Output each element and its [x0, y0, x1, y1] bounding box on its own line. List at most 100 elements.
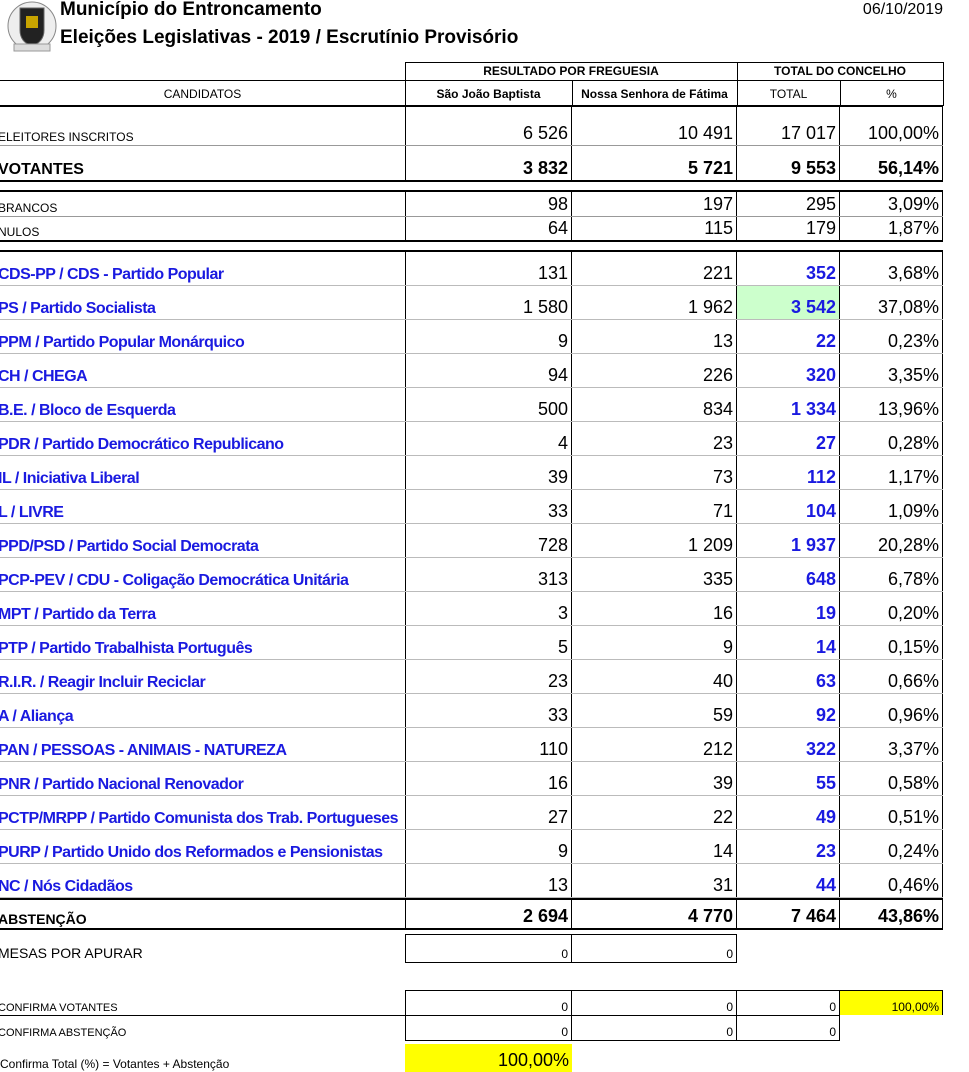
rule: [0, 727, 943, 728]
value-cell: 0,20%: [840, 592, 943, 625]
column-header: CANDIDATOS: [163, 86, 242, 101]
value-cell: 40: [572, 660, 737, 693]
value-cell: 0: [737, 991, 840, 1015]
value-cell: 23: [737, 830, 840, 863]
rule: [405, 62, 406, 106]
rule: [0, 489, 943, 490]
rule: [0, 353, 943, 354]
value-cell: 6 526: [405, 107, 572, 145]
value-cell: 1,17%: [840, 456, 943, 489]
value-cell: 49: [737, 796, 840, 829]
value-cell: 0,28%: [840, 422, 943, 455]
rule: [0, 591, 943, 592]
row-label: ELEITORES INSCRITOS: [0, 130, 134, 144]
row-label: B.E. / Bloco de Esquerda: [0, 402, 176, 419]
value-cell: 5: [405, 626, 572, 659]
value-cell: 9: [572, 626, 737, 659]
value-cell: 3 832: [405, 146, 572, 180]
row-label: CONFIRMA ABSTENÇÃO: [0, 1027, 127, 1039]
rule: [0, 105, 943, 107]
value-cell: 110: [405, 728, 572, 761]
value-cell: 64: [405, 217, 572, 240]
value-cell: 221: [572, 252, 737, 285]
row-label: PPD/PSD / Partido Social Democrata: [0, 538, 259, 555]
row-label: PPM / Partido Popular Monárquico: [0, 334, 245, 351]
value-cell: 179: [737, 217, 840, 240]
value-cell: 5 721: [572, 146, 737, 180]
value-cell: 0: [405, 935, 572, 962]
value-cell: 55: [737, 762, 840, 795]
value-cell: 112: [737, 456, 840, 489]
value-cell: 9 553: [737, 146, 840, 180]
value-cell: 63: [737, 660, 840, 693]
value-cell: 1 209: [572, 524, 737, 557]
row-label: PTP / Partido Trabalhista Português: [0, 640, 253, 657]
value-cell: 100,00%: [405, 1044, 572, 1072]
value-cell: 23: [572, 422, 737, 455]
rule: [0, 863, 943, 864]
value-cell: 10 491: [572, 107, 737, 145]
rule: [0, 898, 943, 900]
row-label: IL / Iniciativa Liberal: [0, 470, 140, 487]
value-cell: 17 017: [737, 107, 840, 145]
value-cell: 313: [405, 558, 572, 591]
value-cell: 1,87%: [840, 217, 943, 240]
rule: [0, 216, 943, 217]
row-label: PCTP/MRPP / Partido Comunista dos Trab. …: [0, 810, 399, 827]
value-cell: 2 694: [405, 900, 572, 928]
value-cell: 56,14%: [840, 146, 943, 180]
value-cell: 39: [572, 762, 737, 795]
value-cell: 295: [737, 192, 840, 216]
value-cell: 212: [572, 728, 737, 761]
rule: [405, 990, 943, 991]
value-cell: 4: [405, 422, 572, 455]
rule: [405, 1040, 840, 1041]
value-cell: 0: [405, 991, 572, 1015]
rule: [405, 934, 737, 935]
rule: [0, 319, 943, 320]
rule: [0, 829, 943, 830]
value-cell: 39: [405, 456, 572, 489]
value-cell: 22: [572, 796, 737, 829]
row-label: ABSTENÇÃO: [0, 911, 87, 927]
row-label: PS / Partido Socialista: [0, 300, 156, 317]
row-label: MESAS POR APURAR: [0, 945, 143, 961]
rule: [0, 285, 943, 286]
row-label: MPT / Partido da Terra: [0, 606, 156, 623]
value-cell: 115: [572, 217, 737, 240]
row-label: PURP / Partido Unido dos Reformados e Pe…: [0, 844, 383, 861]
value-cell: 0,23%: [840, 320, 943, 353]
rule: [943, 62, 944, 106]
value-cell: 98: [405, 192, 572, 216]
value-cell: 4 770: [572, 900, 737, 928]
row-label: Confirma Total (%) = Votantes + Abstençã…: [0, 1057, 230, 1071]
value-cell: 335: [572, 558, 737, 591]
value-cell: 31: [572, 864, 737, 897]
title: Município do Entroncamento: [60, 0, 322, 20]
value-cell: 0: [572, 991, 737, 1015]
rule: [0, 240, 943, 242]
value-cell: 0,66%: [840, 660, 943, 693]
value-cell: 3,09%: [840, 192, 943, 216]
row-label: NULOS: [0, 225, 40, 239]
value-cell: 834: [572, 388, 737, 421]
rule: [0, 761, 943, 762]
value-cell: 33: [405, 694, 572, 727]
value-cell: 0: [572, 935, 737, 962]
rule: [572, 80, 573, 106]
value-cell: 197: [572, 192, 737, 216]
value-cell: 43,86%: [840, 900, 943, 928]
rule: [0, 928, 943, 930]
value-cell: 352: [737, 252, 840, 285]
rule: [405, 62, 943, 63]
rule: [0, 145, 943, 146]
value-cell: 728: [405, 524, 572, 557]
value-cell: 22: [737, 320, 840, 353]
value-cell: 0,58%: [840, 762, 943, 795]
rule: [0, 625, 943, 626]
row-label: L / LIVRE: [0, 504, 64, 521]
column-header: Nossa Senhora de Fátima: [581, 86, 728, 101]
row-label: CDS-PP / CDS - Partido Popular: [0, 266, 224, 283]
column-header: São João Baptista: [436, 86, 541, 101]
rule: [0, 659, 943, 660]
